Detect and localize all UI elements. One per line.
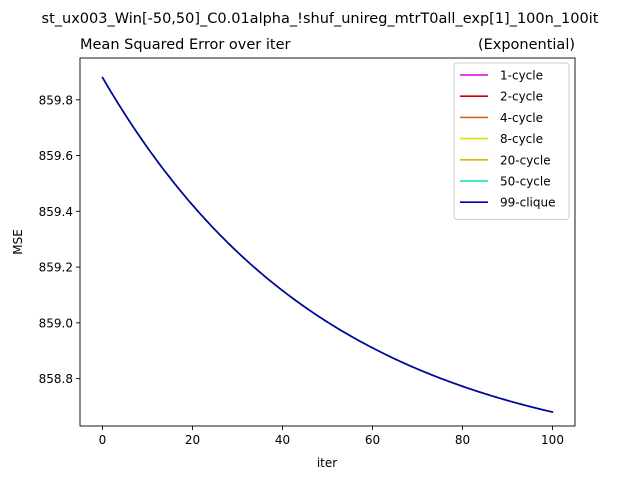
legend-label: 1-cycle xyxy=(500,69,543,83)
x-tick-label: 80 xyxy=(455,433,470,447)
y-tick-label: 859.0 xyxy=(39,316,73,330)
x-tick-label: 20 xyxy=(185,433,200,447)
x-tick-label: 0 xyxy=(99,433,107,447)
y-tick-label: 859.8 xyxy=(39,93,73,107)
figure-suptitle: st_ux003_Win[-50,50]_C0.01alpha_!shuf_un… xyxy=(42,11,599,27)
legend-label: 99-clique xyxy=(500,196,555,210)
axes-frame xyxy=(79,57,576,427)
y-tick-label: 859.4 xyxy=(39,205,73,219)
y-tick-label: 859.2 xyxy=(39,261,73,275)
y-tick-label: 859.6 xyxy=(39,149,73,163)
series-line-99-clique xyxy=(101,76,554,413)
x-tick-label: 60 xyxy=(365,433,380,447)
legend-label: 2-cycle xyxy=(500,90,543,104)
chart-title: Mean Squared Error over iter xyxy=(80,37,291,53)
legend-label: 20-cycle xyxy=(500,153,551,167)
x-tick-label: 100 xyxy=(541,433,564,447)
y-tick-label: 858.8 xyxy=(39,372,73,386)
series-layer xyxy=(101,76,554,413)
x-tick-label: 40 xyxy=(275,433,290,447)
legend-label: 50-cycle xyxy=(500,175,551,189)
x-axis-label: iter xyxy=(317,456,337,470)
legend: 1-cycle 2-cycle 4-cycle 8-cycle 20-cycle 50-c… xyxy=(453,62,570,220)
chart-title-right: (Exponential) xyxy=(478,37,575,53)
axes-layer: 0 20 40 60 80 100 858.8 859.0 859.2 859.4 859.6 859… xyxy=(39,57,576,447)
y-axis-label: MSE xyxy=(11,229,25,255)
legend-label: 4-cycle xyxy=(500,111,543,125)
legend-label: 8-cycle xyxy=(500,132,543,146)
